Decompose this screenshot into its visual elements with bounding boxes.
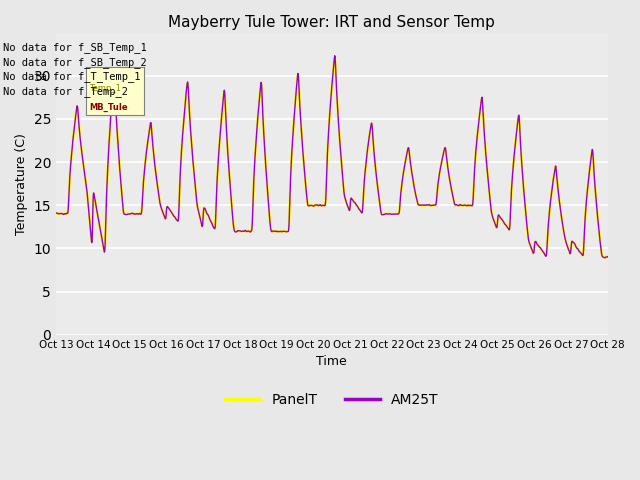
Text: No data for f_SB_Temp_1: No data for f_SB_Temp_1 <box>3 42 147 53</box>
Text: No data for f_T_Temp_1: No data for f_T_Temp_1 <box>3 71 141 82</box>
AM25T <box>604 254 612 260</box>
PanelT <box>604 254 612 260</box>
AM25T <box>601 255 609 261</box>
Text: Temp_1: Temp_1 <box>90 84 121 93</box>
AM25T <box>331 53 339 59</box>
X-axis label: Time: Time <box>317 355 348 368</box>
AM25T <box>161 216 169 222</box>
AM25T <box>175 211 182 217</box>
PanelT <box>331 55 339 60</box>
Y-axis label: Temperature (C): Temperature (C) <box>15 133 28 235</box>
PanelT <box>418 203 426 208</box>
PanelT <box>490 217 498 223</box>
PanelT <box>600 254 608 260</box>
PanelT <box>237 228 244 234</box>
Line: PanelT: PanelT <box>56 58 608 257</box>
PanelT <box>175 209 182 215</box>
Line: AM25T: AM25T <box>56 56 608 258</box>
Title: Mayberry Tule Tower: IRT and Sensor Temp: Mayberry Tule Tower: IRT and Sensor Temp <box>168 15 495 30</box>
Legend: PanelT, AM25T: PanelT, AM25T <box>220 387 444 412</box>
AM25T <box>539 248 547 254</box>
PanelT <box>52 211 60 217</box>
AM25T <box>52 210 60 216</box>
Text: MB_Tule: MB_Tule <box>90 103 128 112</box>
AM25T <box>418 202 426 208</box>
PanelT <box>539 248 547 254</box>
Text: No data for f_SB_Temp_2: No data for f_SB_Temp_2 <box>3 57 147 68</box>
AM25T <box>490 217 498 223</box>
Text: No data for f_Temp_2: No data for f_Temp_2 <box>3 85 128 96</box>
AM25T <box>237 228 244 234</box>
PanelT <box>161 216 169 221</box>
